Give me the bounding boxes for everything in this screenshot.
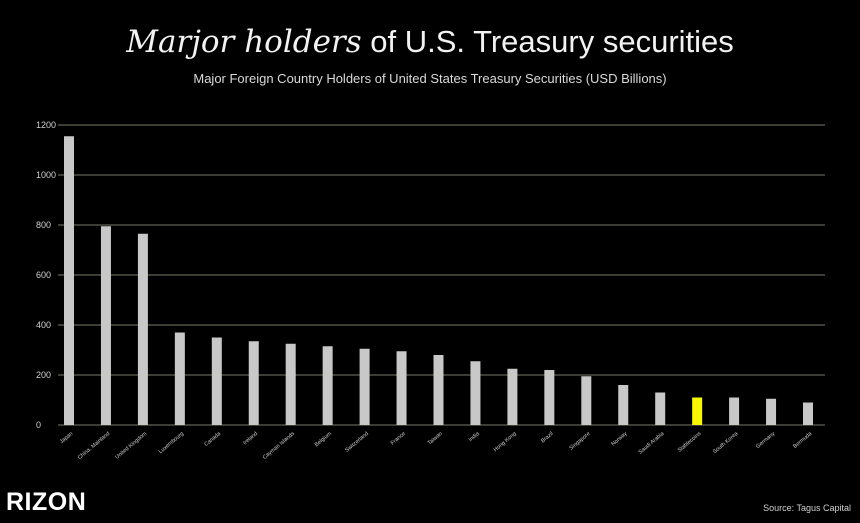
x-tick-label: Ireland xyxy=(242,431,259,446)
chart-title-italic: Marjor holders xyxy=(126,24,362,60)
y-tick-label: 600 xyxy=(36,270,51,280)
bar xyxy=(581,376,592,425)
y-tick-label: 1000 xyxy=(36,170,56,180)
bar xyxy=(322,346,333,425)
bar xyxy=(137,233,148,425)
bar xyxy=(396,351,407,425)
bar xyxy=(100,226,111,425)
bar xyxy=(174,332,185,425)
x-tick-label: France xyxy=(390,431,407,447)
bar xyxy=(544,370,555,425)
chart-title-rest: of U.S. Treasury securities xyxy=(361,24,734,59)
x-tick-label: United Kingdom xyxy=(114,431,148,461)
x-tick-label: Taiwan xyxy=(427,431,444,447)
bar xyxy=(64,136,74,425)
bar xyxy=(803,402,813,425)
y-tick-label: 0 xyxy=(36,420,41,430)
source-note: Source: Tagus Capital xyxy=(763,503,851,513)
x-tick-label: Cayman Islands xyxy=(262,431,296,461)
y-tick-label: 1200 xyxy=(36,120,56,130)
x-tick-label: Norway xyxy=(610,431,628,448)
bar xyxy=(766,398,777,425)
x-tick-label: Brazil xyxy=(540,431,554,444)
bar xyxy=(433,355,444,425)
y-tick-label: 200 xyxy=(36,370,51,380)
bar-highlight xyxy=(692,397,703,425)
bar xyxy=(618,385,629,425)
bar xyxy=(729,397,740,425)
x-tick-label: Germany xyxy=(755,431,776,450)
chart-subtitle: Major Foreign Country Holders of United … xyxy=(193,71,667,86)
x-tick-label: Luxembourg xyxy=(158,431,185,455)
x-tick-label: Bermuda xyxy=(792,430,814,450)
bar xyxy=(248,341,259,425)
x-tick-label: China, Mainland xyxy=(77,431,111,461)
bar xyxy=(507,368,518,425)
bar xyxy=(211,337,222,425)
x-tick-label: Hong Kong xyxy=(493,431,518,453)
chart-title: Marjor holders of U.S. Treasury securiti… xyxy=(0,24,860,60)
x-tick-label: Canada xyxy=(203,430,222,448)
x-tick-label: Belgium xyxy=(314,431,333,449)
x-tick-label: Singapore xyxy=(569,431,592,452)
x-tick-label: Saudi Arabia xyxy=(638,430,666,455)
x-tick-label: India xyxy=(468,430,482,443)
bar xyxy=(285,343,296,425)
y-tick-label: 400 xyxy=(36,320,51,330)
bar xyxy=(655,392,666,425)
brand-logo: RIZON xyxy=(6,488,87,516)
y-tick-label: 800 xyxy=(36,220,51,230)
x-tick-label: Japan xyxy=(59,431,74,445)
x-tick-label: Switzerland xyxy=(344,431,370,454)
bar xyxy=(359,348,370,425)
x-tick-label: South Korea xyxy=(712,430,740,455)
x-tick-label: Stablecoins xyxy=(677,431,703,454)
bar xyxy=(470,361,481,425)
